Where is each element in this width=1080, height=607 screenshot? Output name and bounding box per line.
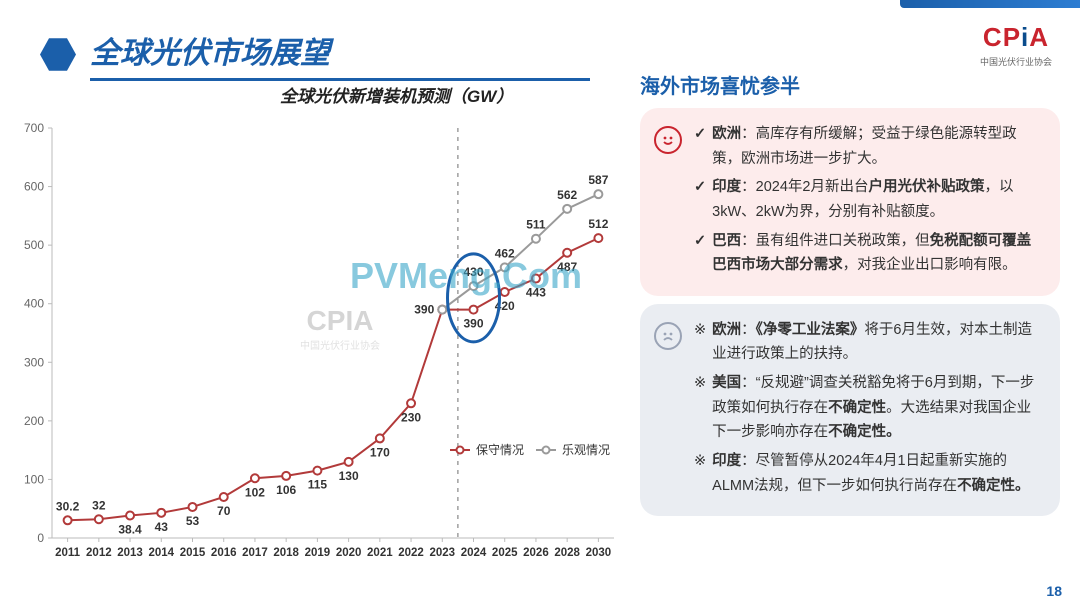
svg-text:2015: 2015 [180, 547, 206, 559]
svg-text:587: 587 [588, 173, 608, 187]
svg-text:106: 106 [276, 483, 296, 497]
svg-text:300: 300 [24, 355, 44, 369]
svg-text:2022: 2022 [398, 547, 424, 559]
svg-text:38.4: 38.4 [118, 523, 142, 537]
svg-text:乐观情况: 乐观情况 [562, 443, 610, 457]
svg-text:130: 130 [339, 469, 359, 483]
svg-text:30.2: 30.2 [56, 499, 80, 513]
svg-text:562: 562 [557, 188, 577, 202]
svg-text:400: 400 [24, 297, 44, 311]
svg-text:2023: 2023 [429, 547, 455, 559]
chart-subtitle: 全球光伏新增装机预测（GW） [280, 82, 513, 107]
asterisk-icon [694, 449, 706, 498]
check-icon [694, 229, 706, 278]
svg-text:500: 500 [24, 238, 44, 252]
svg-text:保守情况: 保守情况 [476, 443, 524, 457]
bullet-row: 印度：2024年2月新出台户用光伏补贴政策，以3kW、2kW为界，分别有补贴额度… [694, 175, 1044, 224]
svg-text:390: 390 [463, 317, 483, 331]
bullet-text: 印度：尽管暂停从2024年4月1日起重新实施的ALMM法规，但下一步如何执行尚存… [712, 449, 1044, 498]
svg-text:2021: 2021 [367, 547, 393, 559]
cpia-logo: CPiA 中国光伏行业协会 [980, 22, 1052, 68]
pvmeng-watermark: PVMeng.Com [350, 255, 582, 297]
svg-text:170: 170 [370, 445, 390, 459]
svg-text:511: 511 [526, 218, 546, 232]
svg-text:115: 115 [308, 478, 328, 492]
svg-text:2013: 2013 [117, 547, 143, 559]
svg-text:102: 102 [245, 485, 265, 499]
svg-text:2012: 2012 [86, 547, 112, 559]
logo-subtitle: 中国光伏行业协会 [980, 55, 1052, 68]
check-icon [694, 122, 706, 171]
svg-text:230: 230 [401, 410, 421, 424]
bullet-text: 欧洲：高库存有所缓解；受益于绿色能源转型政策，欧洲市场进一步扩大。 [712, 122, 1044, 171]
svg-text:2025: 2025 [492, 547, 518, 559]
hexagon-icon [40, 37, 76, 73]
bullet-row: 美国：“反规避”调查关税豁免将于6月到期，下一步政策如何执行存在不确定性。大选结… [694, 371, 1044, 445]
check-icon [694, 175, 706, 224]
cpia-watermark: CPIA 中国光伏行业协会 [300, 305, 380, 352]
svg-text:2016: 2016 [211, 547, 237, 559]
svg-text:2020: 2020 [336, 547, 362, 559]
svg-text:2024: 2024 [461, 547, 487, 559]
page-number: 18 [1046, 583, 1062, 599]
bullet-row: 欧洲：高库存有所缓解；受益于绿色能源转型政策，欧洲市场进一步扩大。 [694, 122, 1044, 171]
svg-text:100: 100 [24, 472, 44, 486]
svg-text:70: 70 [217, 504, 231, 518]
svg-text:2028: 2028 [554, 547, 580, 559]
svg-text:2017: 2017 [242, 547, 268, 559]
bullet-text: 美国：“反规避”调查关税豁免将于6月到期，下一步政策如何执行存在不确定性。大选结… [712, 371, 1044, 445]
smile-icon [654, 126, 682, 154]
positive-bubble: 欧洲：高库存有所缓解；受益于绿色能源转型政策，欧洲市场进一步扩大。印度：2024… [640, 108, 1060, 296]
bullet-row: 巴西：虽有组件进口关税政策，但免税配额可覆盖巴西市场大部分需求，对我企业出口影响… [694, 229, 1044, 278]
svg-text:600: 600 [24, 180, 44, 194]
svg-text:2014: 2014 [148, 547, 174, 559]
page-title: 全球光伏市场展望 [90, 28, 590, 81]
logo-pre: CP [983, 22, 1021, 52]
bullet-row: 印度：尽管暂停从2024年4月1日起重新实施的ALMM法规，但下一步如何执行尚存… [694, 449, 1044, 498]
logo-post: A [1029, 22, 1049, 52]
negative-bubble: 欧洲：《净零工业法案》将于6月生效，对本土制造业进行政策上的扶持。美国：“反规避… [640, 304, 1060, 516]
top-stripe [900, 0, 1080, 8]
svg-text:32: 32 [92, 498, 106, 512]
svg-text:390: 390 [414, 303, 434, 317]
svg-text:700: 700 [24, 121, 44, 135]
svg-text:2018: 2018 [273, 547, 299, 559]
svg-text:2026: 2026 [523, 547, 549, 559]
bullet-row: 欧洲：《净零工业法案》将于6月生效，对本土制造业进行政策上的扶持。 [694, 318, 1044, 367]
svg-text:2011: 2011 [55, 547, 81, 559]
section-heading: 海外市场喜忧参半 [640, 70, 800, 99]
bullet-text: 欧洲：《净零工业法案》将于6月生效，对本土制造业进行政策上的扶持。 [712, 318, 1044, 367]
svg-text:200: 200 [24, 414, 44, 428]
svg-text:43: 43 [155, 520, 169, 534]
title-block: 全球光伏市场展望 [40, 28, 590, 81]
svg-text:2030: 2030 [586, 547, 612, 559]
asterisk-icon [694, 318, 706, 367]
frown-icon [654, 322, 682, 350]
svg-text:2019: 2019 [305, 547, 331, 559]
asterisk-icon [694, 371, 706, 445]
right-column: 欧洲：高库存有所缓解；受益于绿色能源转型政策，欧洲市场进一步扩大。印度：2024… [640, 108, 1060, 524]
bullet-text: 巴西：虽有组件进口关税政策，但免税配额可覆盖巴西市场大部分需求，对我企业出口影响… [712, 229, 1044, 278]
svg-text:512: 512 [588, 217, 608, 231]
bullet-text: 印度：2024年2月新出台户用光伏补贴政策，以3kW、2kW为界，分别有补贴额度… [712, 175, 1044, 224]
svg-text:53: 53 [186, 514, 200, 528]
svg-text:0: 0 [37, 531, 44, 545]
